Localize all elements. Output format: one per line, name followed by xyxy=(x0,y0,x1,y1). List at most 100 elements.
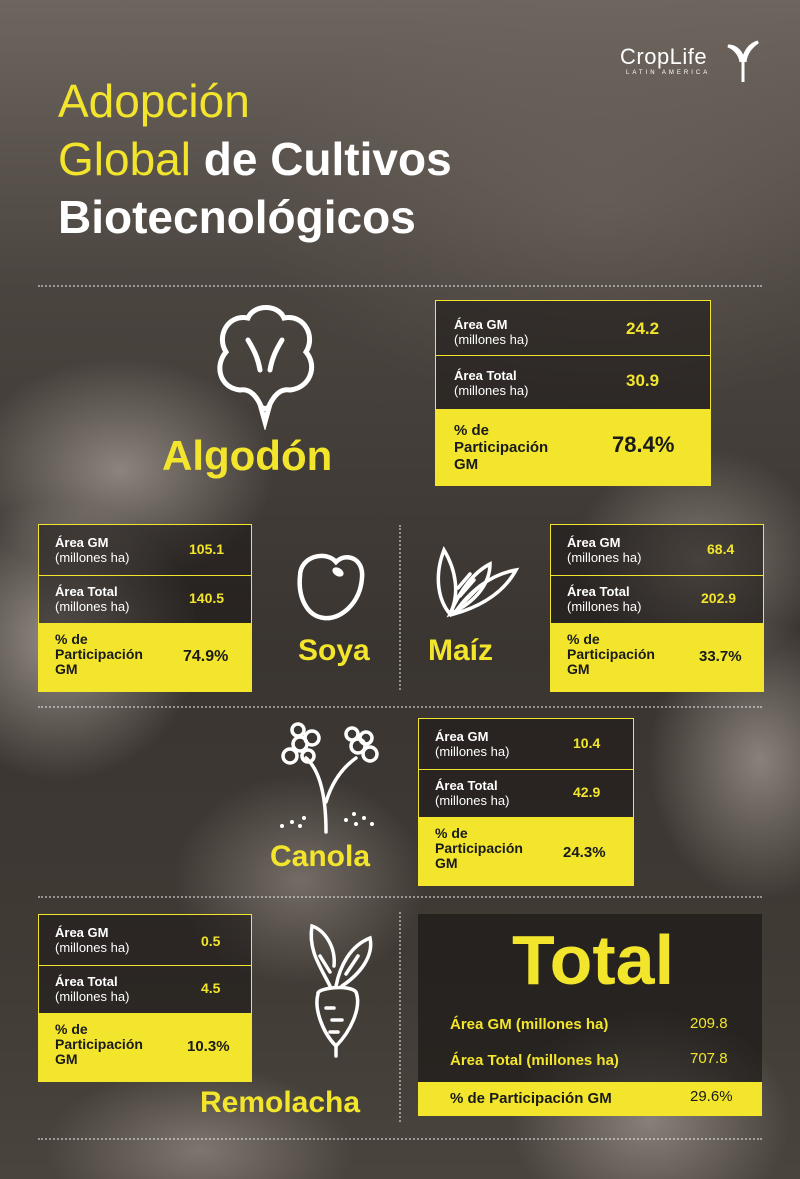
total-area-gm-label: Área GM (millones ha) xyxy=(450,1016,609,1033)
logo-sub: LATIN AMERICA xyxy=(626,70,711,76)
value-area-gm: 24.2 xyxy=(626,319,660,338)
row-area-total: Área Total (millones ha) 4.5 xyxy=(39,965,251,1014)
label-pct-2: Participación xyxy=(567,646,655,662)
croplife-logo: CropLife LATIN AMERICA xyxy=(620,40,759,82)
divider-vertical-1 xyxy=(399,525,401,690)
label-unit: (millones ha) xyxy=(55,599,130,614)
label-unit: (millones ha) xyxy=(567,599,642,614)
table-algodon: Área GM (millones ha) 24.2 Área Total (mil… xyxy=(435,300,711,486)
beet-icon xyxy=(309,923,373,1058)
row-area-gm: Área GM (millones ha) 24.2 xyxy=(436,301,710,356)
value-pct: 74.9% xyxy=(183,648,229,665)
row-area-gm: Área GM (millones ha) 68.4 xyxy=(551,525,763,576)
label-unit: (millones ha) xyxy=(55,940,130,955)
row-area-total: Área Total (millones ha) 202.9 xyxy=(551,575,763,624)
crop-name-algodon: Algodón xyxy=(162,432,333,479)
value-area-total: 202.9 xyxy=(701,590,737,606)
label-pct-3: GM xyxy=(55,1051,78,1067)
label-unit: (millones ha) xyxy=(567,550,642,565)
crop-name-soya: Soya xyxy=(298,634,370,667)
label-pct-3: GM xyxy=(567,661,590,677)
label-pct-1: % de xyxy=(454,422,490,439)
leaf-logo-icon xyxy=(727,40,759,82)
title-line-3: Biotecnológicos xyxy=(58,191,416,243)
title-line-2-light: Global xyxy=(58,133,204,185)
label-unit: (millones ha) xyxy=(454,383,529,398)
total-title: Total xyxy=(512,921,675,999)
value-area-gm: 68.4 xyxy=(707,541,735,557)
label-pct-1: % de xyxy=(55,631,88,647)
label-unit: (millones ha) xyxy=(55,550,130,565)
table-maiz: Área GM (millones ha) 68.4 Área Total (mil… xyxy=(550,524,764,692)
label-pct-2: Participación xyxy=(435,840,523,856)
total-area-total-label: Área Total (millones ha) xyxy=(450,1052,619,1069)
canola-icon xyxy=(280,722,379,834)
label-area-total: Área Total xyxy=(567,584,630,599)
divider-4 xyxy=(38,1138,762,1140)
value-area-total: 30.9 xyxy=(626,371,660,390)
table-soya: Área GM (millones ha) 105.1 Área Total (mi… xyxy=(38,524,252,692)
row-pct: % de Participación GM 74.9% xyxy=(39,624,251,691)
value-pct: 33.7% xyxy=(699,648,742,665)
row-area-total: Área Total (millones ha) 140.5 xyxy=(39,575,251,624)
row-pct: % de Participación GM 10.3% xyxy=(39,1014,251,1081)
value-area-total: 140.5 xyxy=(189,590,225,606)
label-area-gm: Área GM xyxy=(55,925,109,940)
label-pct-3: GM xyxy=(55,661,78,677)
label-pct-2: Participación xyxy=(55,646,143,662)
label-area-gm: Área GM xyxy=(435,729,489,744)
row-area-total: Área Total (millones ha) 42.9 xyxy=(419,769,633,818)
value-area-gm: 105.1 xyxy=(189,541,225,557)
row-pct: % de Participación GM 24.3% xyxy=(419,818,633,885)
total-area-gm-value: 209.8 xyxy=(690,1015,728,1032)
value-area-total: 42.9 xyxy=(573,784,601,800)
divider-vertical-2 xyxy=(399,912,401,1122)
label-unit: (millones ha) xyxy=(435,744,510,759)
row-area-total: Área Total (millones ha) 30.9 xyxy=(436,355,710,410)
value-pct: 10.3% xyxy=(187,1038,230,1055)
value-pct: 78.4% xyxy=(612,432,675,457)
row-area-gm: Área GM (millones ha) 0.5 xyxy=(39,915,251,966)
label-unit: (millones ha) xyxy=(55,989,130,1004)
crop-name-maiz: Maíz xyxy=(428,634,494,667)
label-area-gm: Área GM xyxy=(454,317,508,332)
label-pct-2: Participación xyxy=(454,439,549,456)
row-area-gm: Área GM (millones ha) 10.4 xyxy=(419,719,633,770)
crop-name-canola: Canola xyxy=(270,840,371,873)
label-unit: (millones ha) xyxy=(435,793,510,808)
total-pct-value: 29.6% xyxy=(690,1088,733,1105)
label-area-gm: Área GM xyxy=(55,535,109,550)
total-pct-label: % de Participación GM xyxy=(450,1090,612,1107)
value-area-gm: 0.5 xyxy=(201,933,221,949)
title-line-1: Adopción xyxy=(58,75,250,127)
value-area-gm: 10.4 xyxy=(573,735,601,751)
label-area-total: Área Total xyxy=(454,368,517,383)
label-area-total: Área Total xyxy=(435,778,498,793)
label-pct-3: GM xyxy=(435,855,458,871)
value-pct: 24.3% xyxy=(563,844,606,861)
table-remolacha: Área GM (millones ha) 0.5 Área Total (mill… xyxy=(38,914,252,1082)
total-pct-bar xyxy=(418,1082,762,1116)
corn-icon xyxy=(436,546,520,618)
row-pct: % de Participación GM 33.7% xyxy=(551,624,763,691)
label-area-gm: Área GM xyxy=(567,535,621,550)
label-area-total: Área Total xyxy=(55,584,118,599)
divider-3 xyxy=(38,896,762,898)
crop-name-remolacha: Remolacha xyxy=(200,1086,361,1119)
divider-1 xyxy=(38,285,762,287)
label-pct-3: GM xyxy=(454,456,479,473)
label-pct-1: % de xyxy=(435,825,468,841)
total-panel xyxy=(418,914,762,1114)
title-line-2-bold: de Cultivos xyxy=(203,133,452,185)
row-area-gm: Área GM (millones ha) 105.1 xyxy=(39,525,251,576)
cotton-icon xyxy=(217,305,314,430)
soybean-icon xyxy=(297,553,365,621)
total-area-total-value: 707.8 xyxy=(690,1050,728,1067)
label-area-total: Área Total xyxy=(55,974,118,989)
divider-2 xyxy=(38,706,762,708)
label-pct-1: % de xyxy=(567,631,600,647)
logo-name: CropLife xyxy=(620,44,708,69)
label-unit: (millones ha) xyxy=(454,332,529,347)
row-pct: % de Participación GM 78.4% xyxy=(436,410,710,485)
label-pct-1: % de xyxy=(55,1021,88,1037)
